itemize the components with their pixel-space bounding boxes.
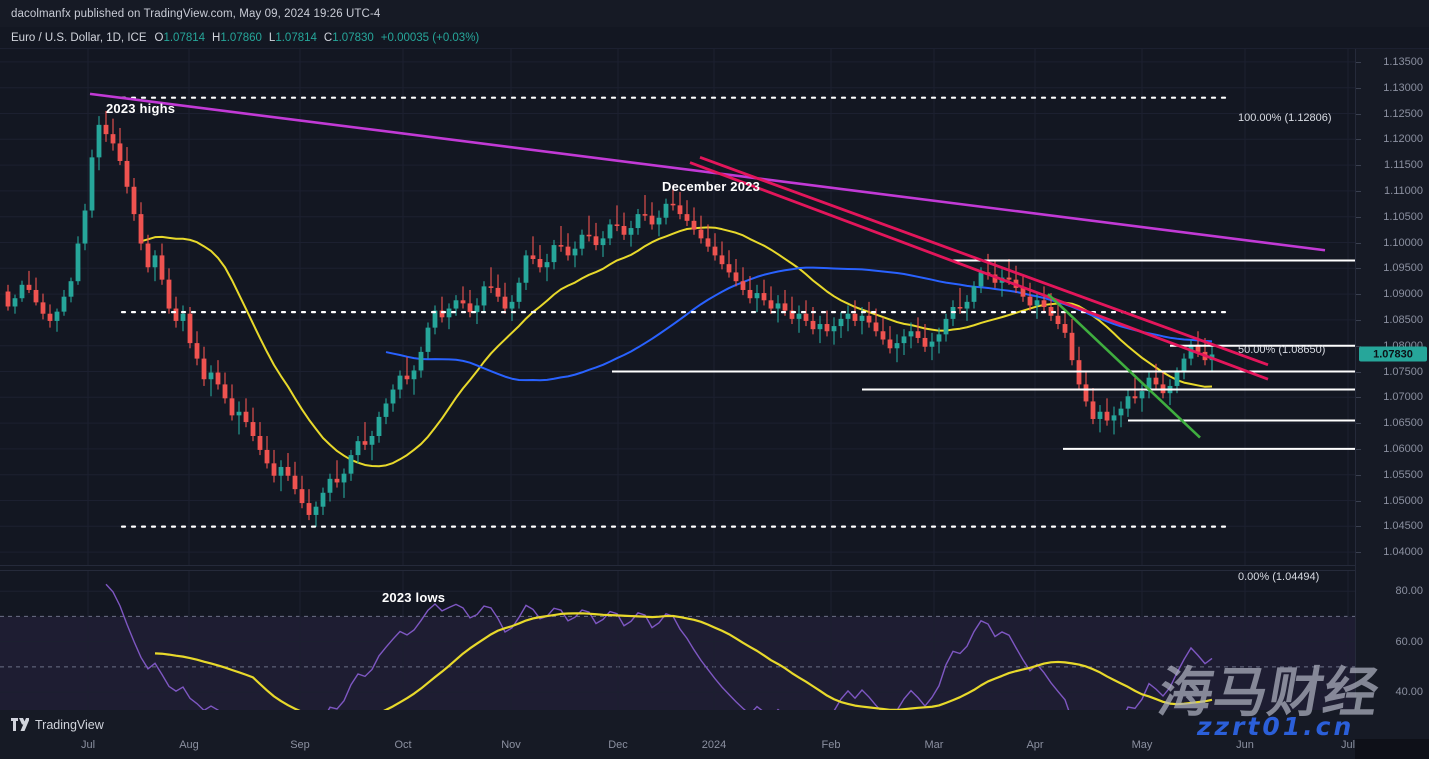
close-value: C1.07830 — [323, 31, 374, 44]
date-tick: Nov — [501, 739, 521, 751]
date-tick: Feb — [821, 739, 841, 751]
current-price-badge[interactable]: 1.07830 — [1359, 346, 1427, 362]
price-tick-mark — [1356, 294, 1361, 296]
price-tick: 1.11500 — [1384, 159, 1423, 172]
price-tick: 1.06000 — [1383, 442, 1423, 455]
price-tick-mark — [1356, 345, 1361, 347]
date-tick: Sep — [290, 739, 310, 751]
date-tick: Aug — [179, 739, 199, 751]
price-tick-mark — [1356, 268, 1361, 270]
footer-bar: TradingView — [0, 710, 1429, 739]
price-tick-mark — [1356, 165, 1361, 167]
price-plot — [0, 49, 1355, 565]
date-tick: Jun — [1236, 739, 1254, 751]
price-tick: 1.11000 — [1384, 184, 1423, 197]
price-tick-mark — [1356, 474, 1361, 476]
price-tick-mark — [1356, 113, 1361, 115]
rsi-tick: 60.00 — [1395, 635, 1423, 648]
price-tick: 1.09000 — [1383, 288, 1423, 301]
low-value: L1.07814 — [268, 31, 317, 44]
chart-annotation: 2023 lows — [382, 590, 446, 605]
price-tick-mark — [1356, 87, 1361, 89]
price-tick: 1.05500 — [1383, 468, 1423, 481]
price-tick-mark — [1356, 139, 1361, 141]
rsi-tick: 80.00 — [1395, 585, 1423, 598]
price-tick: 1.10500 — [1383, 210, 1423, 223]
rsi-pane[interactable] — [0, 571, 1355, 730]
price-axis[interactable]: 1.13500 1.13000 1.12500 1.12000 1.11500 1.110… — [1355, 49, 1429, 739]
fib-level-label: 100.00% (1.12806) — [1238, 112, 1332, 124]
price-tick-mark — [1356, 371, 1361, 373]
price-tick-mark — [1356, 242, 1361, 244]
price-tick: 1.12000 — [1383, 133, 1423, 146]
price-tick: 1.12500 — [1383, 107, 1423, 120]
price-tick: 1.09500 — [1383, 262, 1423, 275]
price-tick: 1.04500 — [1383, 520, 1423, 533]
price-tick-mark — [1356, 319, 1361, 321]
price-tick: 1.04000 — [1383, 546, 1423, 559]
price-tick-mark — [1356, 526, 1361, 528]
open-value: O1.07814 — [154, 31, 206, 44]
chart-annotation: December 2023 — [662, 179, 760, 194]
attribution-text: dacolmanfx published on TradingView.com,… — [11, 7, 381, 20]
chart-legend: Euro / U.S. Dollar, 1D, ICE O1.07814 H1.… — [0, 27, 1429, 49]
price-tick: 1.05000 — [1383, 494, 1423, 507]
date-tick: Jul — [1340, 739, 1356, 751]
date-tick: 2024 — [701, 739, 727, 751]
date-tick: Oct — [394, 739, 412, 751]
change-value: +0.00035 (+0.03%) — [380, 31, 480, 44]
date-tick: May — [1131, 739, 1153, 751]
symbol-label[interactable]: Euro / U.S. Dollar, 1D, ICE — [11, 31, 147, 44]
price-tick: 1.07000 — [1383, 391, 1423, 404]
fib-level-label: 0.00% (1.04494) — [1238, 571, 1320, 583]
price-tick: 1.13500 — [1383, 55, 1423, 68]
chart-container[interactable]: 1.13500 1.13000 1.12500 1.12000 1.11500 1.110… — [0, 49, 1429, 759]
attribution-bar: dacolmanfx published on TradingView.com,… — [0, 0, 1429, 27]
date-tick: Apr — [1026, 739, 1044, 751]
price-tick-mark — [1356, 448, 1361, 450]
price-tick: 1.10000 — [1383, 236, 1423, 249]
price-tick-mark — [1356, 397, 1361, 399]
price-pane[interactable] — [0, 49, 1355, 565]
date-tick: Jul — [80, 739, 96, 751]
price-tick-mark — [1356, 500, 1361, 502]
price-tick-mark — [1356, 190, 1361, 192]
rsi-tick: 40.00 — [1395, 686, 1423, 699]
price-tick: 1.13000 — [1383, 81, 1423, 94]
price-tick-mark — [1356, 61, 1361, 63]
chart-annotation: 2023 highs — [106, 101, 176, 116]
price-tick-mark — [1356, 552, 1361, 554]
fib-level-label: 50.00% (1.08650) — [1238, 344, 1326, 356]
price-tick: 1.07500 — [1383, 365, 1423, 378]
price-tick-mark — [1356, 216, 1361, 218]
rsi-plot — [0, 571, 1355, 730]
date-tick: Mar — [924, 739, 944, 751]
pane-separator[interactable] — [0, 565, 1355, 571]
date-tick: Dec — [608, 739, 628, 751]
price-tick: 1.06500 — [1383, 417, 1423, 430]
price-tick: 1.08500 — [1383, 313, 1423, 326]
high-value: H1.07860 — [212, 31, 262, 44]
tradingview-wordmark: TradingView — [35, 717, 104, 732]
tradingview-glyph-icon — [11, 718, 29, 731]
price-tick-mark — [1356, 423, 1361, 425]
tradingview-logo[interactable]: TradingView — [11, 718, 104, 732]
